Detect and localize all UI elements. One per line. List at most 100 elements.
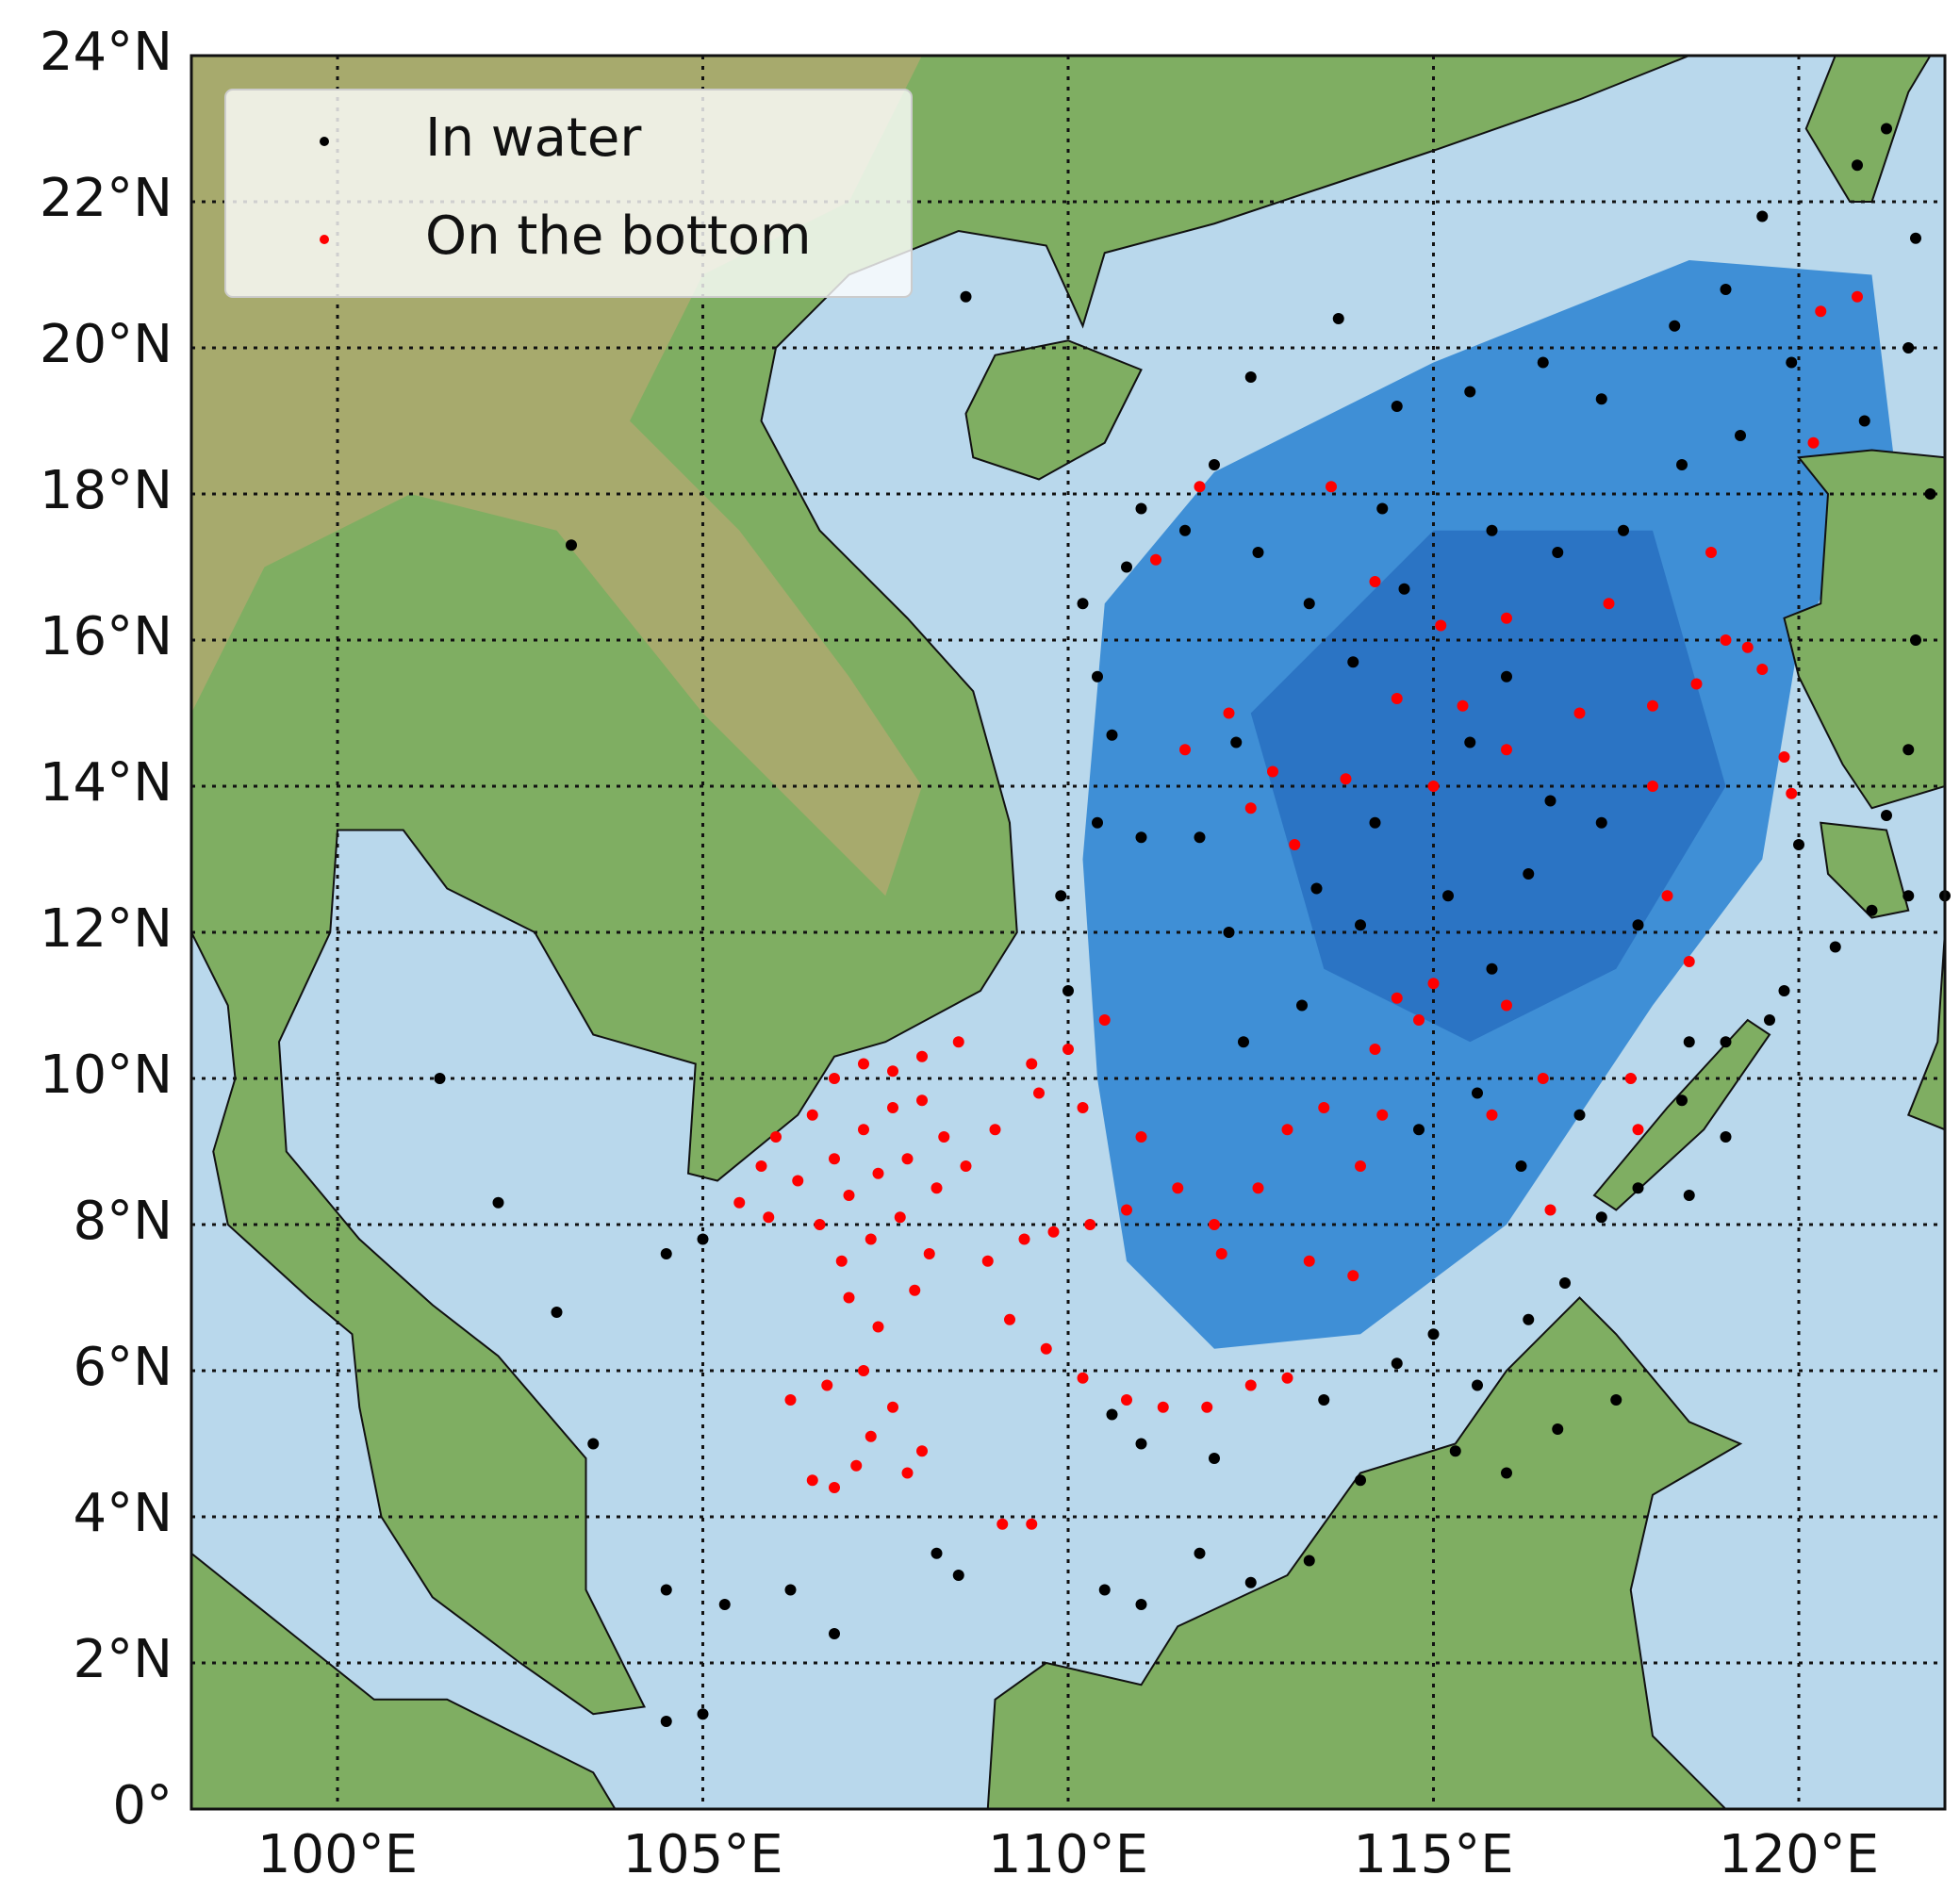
data-point — [931, 1547, 943, 1559]
x-tick-label: 105°E — [622, 1824, 782, 1885]
data-point — [1858, 415, 1870, 427]
data-point — [1098, 1584, 1111, 1596]
data-point — [1852, 290, 1863, 303]
hainan — [965, 340, 1141, 479]
data-point — [909, 1284, 921, 1296]
data-point — [938, 1131, 950, 1143]
data-point — [1866, 904, 1878, 916]
data-point — [1457, 699, 1469, 712]
data-point — [1347, 656, 1359, 668]
data-point — [1098, 1014, 1111, 1026]
data-point — [996, 1518, 1009, 1530]
data-point — [1121, 561, 1132, 573]
data-point — [492, 1196, 504, 1209]
data-point — [587, 1438, 600, 1450]
data-point — [1449, 1445, 1461, 1457]
data-point — [1778, 985, 1790, 996]
data-point — [1632, 919, 1644, 931]
data-point — [1881, 123, 1892, 135]
data-point — [1135, 831, 1147, 844]
data-point — [1033, 1087, 1045, 1099]
data-point — [916, 1445, 928, 1457]
data-point — [1281, 1372, 1293, 1384]
data-point — [858, 1058, 869, 1070]
data-point — [1632, 1124, 1644, 1136]
data-point — [1683, 956, 1695, 967]
data-point — [1391, 401, 1403, 412]
data-point — [843, 1291, 855, 1304]
data-point — [901, 1467, 914, 1479]
data-point — [916, 1094, 928, 1107]
data-point — [1347, 1270, 1359, 1282]
x-tick-label: 120°E — [1719, 1824, 1879, 1885]
data-point — [1121, 1204, 1132, 1216]
data-point — [1501, 612, 1512, 624]
data-point — [1683, 1190, 1695, 1201]
data-point — [989, 1124, 1001, 1136]
data-point — [1472, 1087, 1483, 1099]
data-point — [1544, 1204, 1556, 1216]
data-point — [1209, 1453, 1220, 1464]
data-point — [858, 1124, 869, 1136]
data-point — [1310, 882, 1323, 895]
y-tick-label: 10°N — [40, 1045, 173, 1106]
data-point — [1398, 583, 1410, 595]
data-point — [1413, 1124, 1425, 1136]
data-point — [1391, 693, 1403, 704]
data-point — [872, 1167, 884, 1179]
data-point — [770, 1131, 782, 1143]
data-point — [1595, 393, 1607, 405]
data-point — [960, 1160, 972, 1172]
data-point — [1924, 488, 1936, 500]
data-point — [1778, 751, 1790, 763]
data-point — [1135, 1131, 1147, 1143]
data-point — [1573, 707, 1586, 719]
data-point — [1194, 1547, 1206, 1559]
data-point — [1435, 619, 1447, 632]
visayas — [1908, 932, 1945, 1129]
data-point — [1281, 1124, 1293, 1136]
data-point — [1135, 502, 1147, 515]
data-point — [733, 1196, 746, 1209]
data-point — [829, 1073, 840, 1084]
data-point — [1047, 1226, 1060, 1238]
data-point — [1501, 670, 1512, 683]
data-point — [551, 1307, 563, 1318]
data-point — [1720, 634, 1732, 646]
data-point — [1632, 1182, 1644, 1194]
data-point — [887, 1102, 898, 1113]
data-point — [1077, 598, 1089, 610]
data-point — [1902, 744, 1915, 756]
data-point — [1369, 816, 1381, 829]
data-point — [1303, 1555, 1315, 1567]
data-point — [1537, 1073, 1549, 1084]
data-point — [1427, 781, 1440, 792]
data-point — [872, 1321, 884, 1333]
y-tick-label: 0° — [112, 1775, 173, 1836]
y-tick-label: 4°N — [73, 1483, 173, 1544]
data-point — [1391, 992, 1403, 1004]
data-point — [1595, 816, 1607, 829]
data-point — [1157, 1401, 1169, 1413]
data-point — [1852, 159, 1863, 172]
data-point — [1501, 744, 1512, 756]
data-point — [894, 1211, 906, 1224]
points — [434, 123, 1951, 1727]
data-point — [1552, 1423, 1564, 1435]
data-point — [887, 1401, 898, 1413]
data-point — [1595, 1211, 1607, 1224]
data-point — [1676, 1094, 1688, 1107]
data-point — [814, 1219, 826, 1230]
taiwan — [1806, 56, 1931, 202]
data-point — [1303, 1255, 1315, 1267]
data-point — [923, 1248, 935, 1259]
data-point — [1209, 459, 1220, 470]
data-point — [1326, 481, 1337, 493]
data-point — [1179, 524, 1191, 536]
data-point — [1610, 1394, 1622, 1406]
y-tick-label: 24°N — [40, 22, 173, 83]
data-point — [887, 1065, 898, 1078]
data-point — [865, 1233, 877, 1245]
data-point — [1121, 1394, 1132, 1406]
